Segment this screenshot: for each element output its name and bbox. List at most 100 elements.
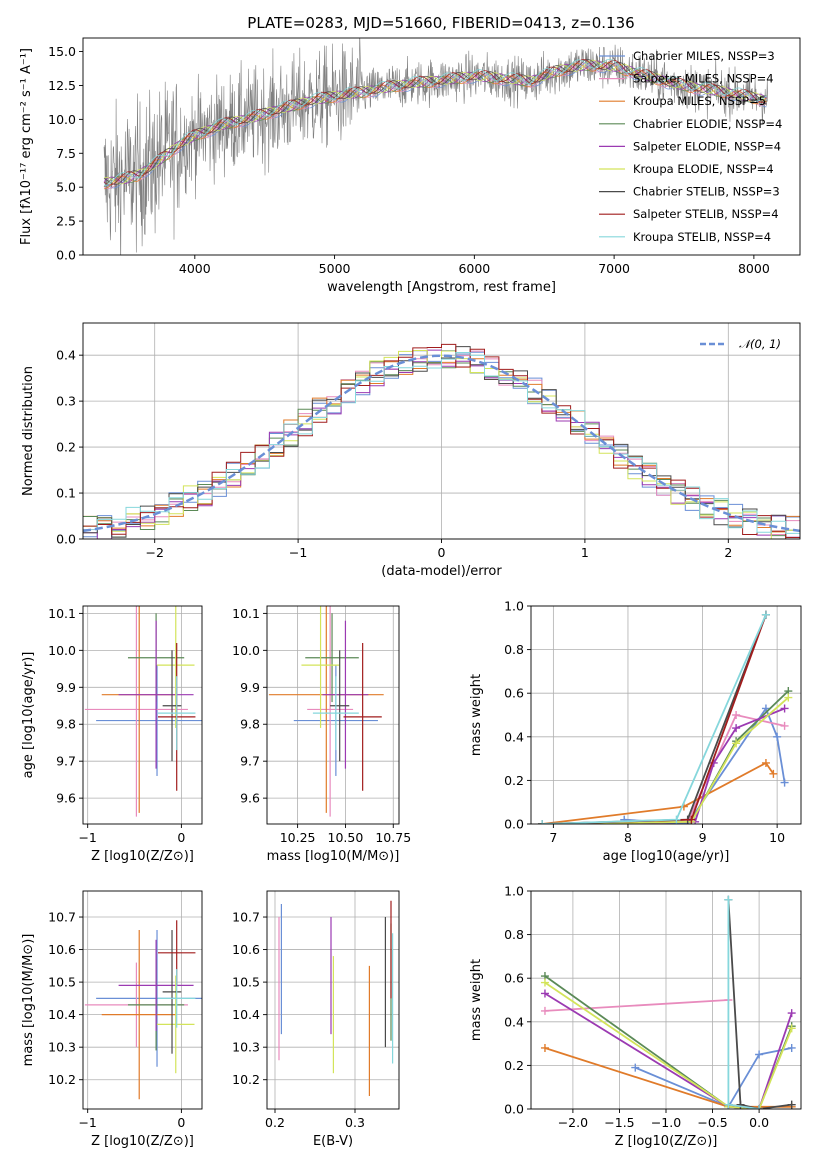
x-tick-label: 0.3: [345, 1115, 365, 1130]
gridlines: [83, 606, 202, 824]
mass-vs-extinction-panel: 0.2 0.3 10.2 10.3 10.4 10.5 10.6 10.7 E(B-V): [232, 890, 400, 1149]
mass-weight-marker: [540, 1006, 549, 1015]
x-tick-label: 6000: [458, 261, 490, 276]
y-tick-label: 10.6: [48, 942, 76, 957]
x-tick-label: −0.5: [697, 1115, 727, 1130]
x-axis-label: Z [log10(Z/Z⊙)]: [91, 1134, 194, 1149]
x-tick-label: 1: [581, 545, 589, 560]
y-tick-label: 0.4: [504, 729, 524, 744]
figure-title: PLATE=0283, MJD=51660, FIBERID=0413, z=0…: [247, 14, 634, 32]
y-tick-label: 1.0: [504, 884, 524, 899]
mass-weight-marker: [732, 711, 741, 719]
y-tick-label: 9.7: [56, 754, 76, 769]
mass-weight-marker: [540, 978, 549, 987]
axes-frame: [530, 605, 802, 825]
y-tick-label: 0.6: [504, 971, 524, 986]
plot-area: [83, 343, 800, 539]
mass-weight-line: [544, 999, 729, 1012]
axes-frame: [82, 37, 801, 256]
y-tick-label: 1.0: [504, 599, 524, 614]
plot-area: [84, 606, 202, 817]
y-tick-label: 0.0: [504, 817, 524, 832]
mass-weight-marker: [769, 769, 778, 778]
mass-weight-marker: [773, 732, 782, 741]
mass-weight-line: [544, 981, 793, 1109]
mass-weight-vs-metallicity-panel: −2.0 −1.5 −1.0 −0.5 0.0 0.0 0.2 0.4 0.6 0.8 1.0 Z […: [469, 884, 802, 1149]
mass-weight-line: [542, 761, 775, 824]
y-tick-label: 10.5: [48, 975, 76, 990]
mass-weight-marker: [732, 739, 741, 748]
mass-weight-marker: [780, 704, 789, 713]
y-tick-label: 10.7: [48, 910, 76, 925]
legend-label: Salpeter MILES, NSSP=4: [633, 72, 774, 86]
plot-area: [538, 610, 793, 824]
y-axis-label: age [log10(age/yr)]: [21, 652, 36, 779]
x-tick-label: 5000: [319, 261, 351, 276]
residual-histogram-step: [83, 343, 800, 538]
y-tick-label: 0.8: [504, 927, 524, 942]
mass-weight-marker: [755, 1105, 764, 1109]
y-axis-label: mass [log10(M/M⊙)]: [21, 934, 36, 1067]
plot-area: [278, 900, 394, 1096]
mass-weight-marker: [761, 704, 770, 713]
y-tick-label: 10.3: [48, 1040, 76, 1055]
axes-frame: [530, 890, 802, 1110]
x-axis-label: (data-model)/error: [381, 564, 502, 579]
legend-label: Chabrier ELODIE, NSSP=4: [633, 117, 782, 131]
x-tick-label: 2: [724, 545, 732, 560]
y-tick-label: 15.0: [48, 44, 76, 59]
x-tick-label: −1: [78, 1115, 96, 1130]
y-tick-label: 0.4: [56, 348, 76, 363]
residual-histogram-step: [83, 350, 800, 539]
x-tick-label: 7: [549, 830, 557, 845]
mass-weight-marker: [732, 724, 741, 733]
mass-weight-marker: [787, 1100, 796, 1109]
y-tick-label: 0.8: [504, 642, 524, 657]
axes-frame: [266, 605, 400, 825]
x-tick-label: −1: [78, 830, 96, 845]
axes-frame: [82, 605, 203, 825]
x-axis-label: E(B-V): [313, 1134, 353, 1149]
y-tick-label: 10.6: [232, 942, 260, 957]
mass-vs-metallicity-panel: −1 0 10.2 10.3 10.4 10.5 10.6 10.7 Z [log10(Z/Z⊙…: [21, 890, 203, 1149]
y-tick-label: 0.3: [56, 394, 76, 409]
y-tick-label: 0.0: [504, 1102, 524, 1117]
mass-weight-marker: [540, 1043, 549, 1052]
y-tick-label: 0.2: [56, 440, 76, 455]
y-tick-label: 10.4: [232, 1007, 260, 1022]
x-tick-label: 8: [624, 830, 632, 845]
mass-weight-marker: [761, 610, 770, 619]
x-tick-label: 10: [769, 830, 785, 845]
mass-weight-marker: [687, 815, 696, 824]
y-tick-label: 10.0: [232, 643, 260, 658]
mass-weight-marker: [538, 820, 547, 824]
mass-weight-marker: [736, 1100, 745, 1109]
legend-label: Chabrier MILES, NSSP=3: [633, 49, 775, 63]
mass-weight-marker: [787, 1043, 796, 1052]
mass-weight-line: [542, 696, 789, 824]
y-tick-label: 10.2: [232, 1072, 260, 1087]
y-tick-label: 5.0: [56, 180, 76, 195]
plot-area: [540, 895, 796, 1109]
y-tick-label: 0.2: [504, 773, 524, 788]
y-tick-label: 0.4: [504, 1014, 524, 1029]
mass-weight-marker: [631, 1063, 640, 1072]
y-tick-label: 10.0: [48, 112, 76, 127]
legend-label: Salpeter ELODIE, NSSP=4: [633, 139, 781, 153]
x-tick-label: 0.0: [749, 1115, 769, 1130]
y-tick-label: 7.5: [56, 146, 76, 161]
y-axis-label: Flux [fλ10⁻¹⁷ erg cm⁻² s⁻¹ A⁻¹]: [19, 48, 34, 245]
y-tick-label: 9.8: [56, 717, 76, 732]
axes-frame: [82, 322, 801, 540]
mass-weight-marker: [672, 815, 681, 824]
x-tick-label: 7000: [598, 261, 630, 276]
y-tick-label: 10.1: [48, 606, 76, 621]
x-tick-label: −2: [145, 545, 163, 560]
y-tick-label: 9.8: [240, 717, 260, 732]
legend-label: 𝒩(0, 1): [739, 337, 781, 351]
y-tick-label: 12.5: [48, 78, 76, 93]
x-tick-label: 10.75: [375, 830, 411, 845]
y-tick-label: 10.0: [48, 643, 76, 658]
x-tick-label: −2.0: [558, 1115, 588, 1130]
